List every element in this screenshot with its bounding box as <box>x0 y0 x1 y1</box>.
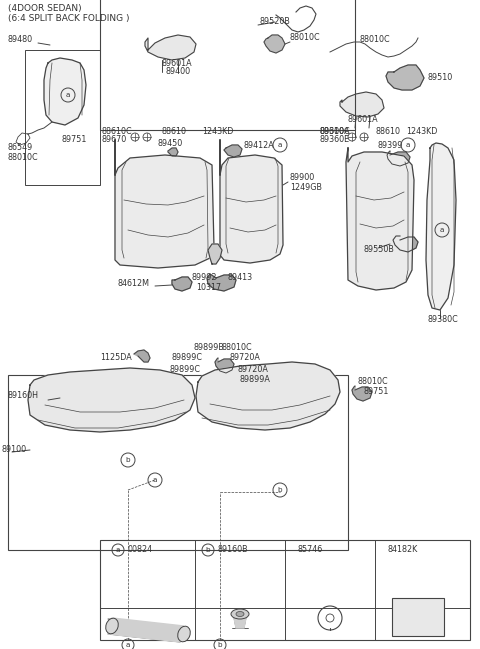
Text: 89899A: 89899A <box>240 376 271 384</box>
Text: 89601A: 89601A <box>348 116 379 125</box>
Text: 84612M: 84612M <box>118 280 150 289</box>
Text: a: a <box>66 92 70 98</box>
Polygon shape <box>426 143 456 310</box>
Polygon shape <box>393 236 418 252</box>
Text: 10317: 10317 <box>196 282 221 291</box>
Text: 89670: 89670 <box>102 136 127 145</box>
Text: 88610C: 88610C <box>320 127 350 136</box>
Text: 89400: 89400 <box>165 67 190 77</box>
Polygon shape <box>234 618 246 628</box>
Text: b: b <box>218 642 222 648</box>
Text: a: a <box>126 642 130 648</box>
Text: 89160H: 89160H <box>8 391 39 400</box>
Text: 89160B: 89160B <box>218 546 249 554</box>
Text: 1243KD: 1243KD <box>202 127 233 136</box>
Text: 89300A: 89300A <box>320 127 350 136</box>
Text: a: a <box>153 477 157 483</box>
Polygon shape <box>346 148 414 290</box>
Text: 88610C: 88610C <box>102 127 132 136</box>
Ellipse shape <box>106 618 118 634</box>
Text: 89601A: 89601A <box>162 58 192 67</box>
Text: 00824: 00824 <box>128 546 153 554</box>
Text: 89550B: 89550B <box>364 245 395 254</box>
Polygon shape <box>215 358 234 373</box>
Text: 1125DA: 1125DA <box>100 354 132 363</box>
Polygon shape <box>264 35 285 53</box>
Text: 84182K: 84182K <box>388 546 418 554</box>
Ellipse shape <box>236 611 244 617</box>
Text: 89413: 89413 <box>228 273 253 282</box>
Text: 89899C: 89899C <box>170 365 201 374</box>
Polygon shape <box>220 140 283 263</box>
Text: 89399: 89399 <box>378 140 403 149</box>
Bar <box>25 50 100 185</box>
Bar <box>100 0 355 130</box>
Polygon shape <box>340 92 384 117</box>
Text: 89100: 89100 <box>2 445 27 454</box>
Polygon shape <box>145 35 196 60</box>
Text: 89380C: 89380C <box>428 315 459 324</box>
Text: (6:4 SPLIT BACK FOLDING ): (6:4 SPLIT BACK FOLDING ) <box>8 14 130 23</box>
Text: a: a <box>406 142 410 148</box>
Text: b: b <box>126 457 130 463</box>
Polygon shape <box>134 350 150 362</box>
Text: 86549: 86549 <box>8 143 33 153</box>
Text: 89412A: 89412A <box>244 141 275 151</box>
Text: 88610: 88610 <box>162 127 187 136</box>
Text: 1249GB: 1249GB <box>290 182 322 191</box>
Polygon shape <box>115 140 214 268</box>
Text: b: b <box>206 547 210 553</box>
Text: 89720A: 89720A <box>230 354 261 363</box>
Ellipse shape <box>231 609 249 619</box>
Polygon shape <box>207 274 236 291</box>
Polygon shape <box>168 148 178 156</box>
Text: a: a <box>440 227 444 233</box>
Text: 88610: 88610 <box>376 127 401 136</box>
Ellipse shape <box>178 626 190 642</box>
Text: 89992: 89992 <box>192 273 217 282</box>
Text: 89480: 89480 <box>8 36 33 45</box>
Polygon shape <box>108 618 184 642</box>
Polygon shape <box>224 145 242 157</box>
Text: b: b <box>278 487 282 493</box>
Text: 89899B: 89899B <box>194 343 225 352</box>
Polygon shape <box>28 368 195 432</box>
Bar <box>100 540 470 640</box>
Text: 89360E: 89360E <box>320 136 350 145</box>
Polygon shape <box>196 362 340 430</box>
Text: 89751: 89751 <box>62 136 87 145</box>
Polygon shape <box>172 277 192 291</box>
Text: 88010C: 88010C <box>358 378 389 387</box>
Text: 89450: 89450 <box>158 138 183 147</box>
Text: (4DOOR SEDAN): (4DOOR SEDAN) <box>8 3 82 12</box>
Text: a: a <box>116 547 120 553</box>
Text: 89899C: 89899C <box>172 354 203 363</box>
Text: 89720A: 89720A <box>238 365 269 374</box>
Text: 1243KD: 1243KD <box>406 127 437 136</box>
Bar <box>392 598 444 636</box>
Text: 89520B: 89520B <box>260 18 291 27</box>
Polygon shape <box>208 244 222 264</box>
Polygon shape <box>352 386 372 401</box>
Polygon shape <box>386 65 424 90</box>
Text: 88010C: 88010C <box>222 343 252 352</box>
Text: 89900: 89900 <box>290 173 315 182</box>
Text: 89751: 89751 <box>364 387 389 397</box>
Text: 89510: 89510 <box>428 73 453 82</box>
Bar <box>8 375 348 550</box>
Polygon shape <box>44 58 86 125</box>
Text: 88010C: 88010C <box>8 153 38 162</box>
Text: a: a <box>278 142 282 148</box>
Polygon shape <box>387 151 410 166</box>
Text: 88010C: 88010C <box>290 34 321 42</box>
Text: 88010C: 88010C <box>360 36 391 45</box>
Text: 85746: 85746 <box>298 546 323 554</box>
